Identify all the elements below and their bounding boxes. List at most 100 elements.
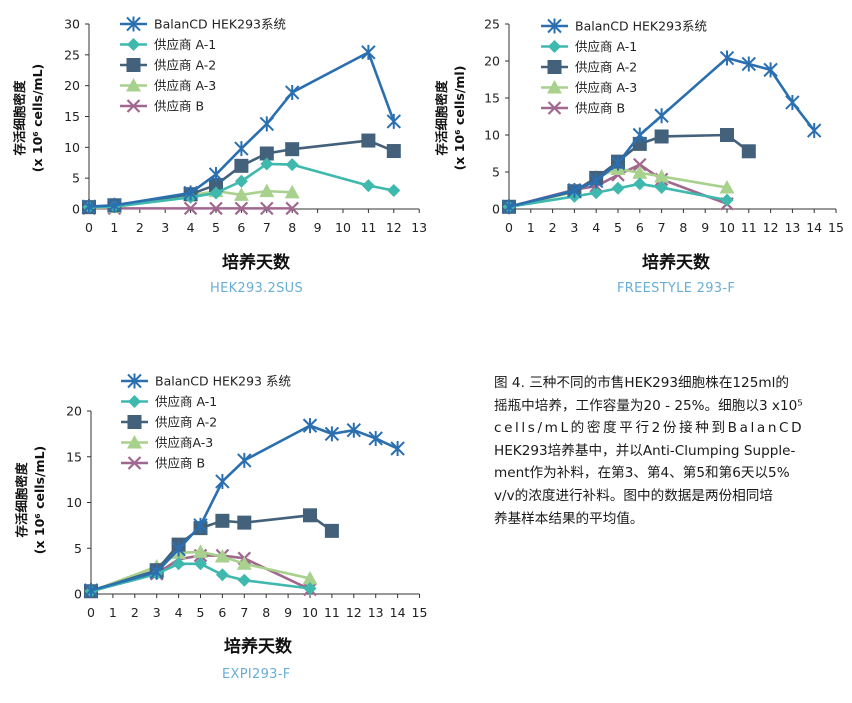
legend-label-a1: 供应商 A-1 (155, 394, 217, 409)
y-axis-label-line2: (x 10⁶ cells/mL) (30, 64, 45, 173)
data-point-balancd (193, 517, 208, 533)
y-tick-label: 0 (74, 587, 82, 602)
data-point-a1 (611, 181, 625, 195)
x-tick-label: 1 (110, 220, 118, 235)
x-tick-label: 8 (288, 220, 296, 235)
y-axis-label-line2: (x 10⁶ cells/ml) (452, 66, 467, 171)
data-point-a2 (741, 144, 756, 159)
data-point-a2 (303, 508, 317, 523)
data-point-a1 (285, 158, 299, 172)
legend-marker-a2 (547, 60, 562, 74)
y-axis-label-line1: 存活细胞密度 (12, 80, 27, 157)
data-point-a3 (193, 544, 208, 558)
x-tick-label: 8 (262, 605, 270, 620)
x-tick-label: 5 (212, 220, 220, 235)
x-tick-label: 7 (240, 605, 248, 620)
legend-label-a1: 供应商 A-1 (154, 37, 216, 52)
caption-line-1: 图 4. 三种不同的市售HEK293细胞株在125ml的 (494, 375, 789, 391)
data-point-a1 (589, 186, 603, 200)
y-tick-label: 25 (484, 17, 500, 32)
data-point-balancd (171, 541, 186, 557)
data-point-balancd (610, 155, 626, 171)
data-point-a1 (260, 157, 274, 171)
caption-line-3: cells/mL的密度平行2份接种到BalanCD (494, 420, 805, 437)
x-tick-label: 2 (136, 220, 144, 235)
data-point-a3 (632, 165, 648, 179)
x-tick-label: 6 (218, 605, 226, 620)
data-point-balancd (183, 185, 198, 201)
x-tick-label: 6 (237, 220, 245, 235)
y-axis-label-line2: (x 10⁶ cells/mL) (32, 446, 47, 555)
data-point-balancd (83, 582, 99, 598)
x-tick-label: 13 (411, 220, 427, 235)
legend-marker-a2 (126, 58, 141, 72)
data-point-balancd (763, 62, 778, 78)
x-tick-label: 10 (302, 605, 318, 620)
data-point-a1 (387, 184, 401, 197)
caption-line-4: HEK293培养基中，并以Anti-Clumping Supple- (494, 442, 796, 459)
data-point-balancd (501, 199, 517, 215)
y-tick-label: 15 (64, 109, 80, 124)
x-axis-label: 培养天数 (642, 252, 711, 273)
x-tick-label: 13 (368, 605, 384, 620)
x-tick-label: 6 (636, 220, 644, 235)
legend-marker-a1 (548, 40, 561, 53)
x-tick-label: 15 (412, 605, 428, 620)
x-tick-label: 1 (527, 220, 535, 235)
legend-marker-a3 (547, 80, 562, 94)
legend-label-balancd: BalanCD HEK293系统 (575, 19, 707, 34)
data-point-balancd (567, 183, 582, 198)
data-point-a2 (259, 146, 274, 161)
data-point-a1 (303, 582, 317, 596)
data-point-a1 (234, 174, 248, 188)
data-point-a1 (720, 193, 734, 207)
data-point-a1 (215, 568, 229, 582)
x-axis-label: 培养天数 (224, 636, 293, 657)
legend-marker-a1 (127, 38, 140, 51)
data-point-a3 (654, 168, 670, 183)
caption-line-5: ment作为补料，在第3、第4、第5和第6天以5% (494, 465, 790, 482)
legend-label-b: 供应商 B (155, 456, 205, 471)
data-point-balancd (741, 56, 757, 72)
x-tick-label: 12 (386, 220, 402, 235)
data-point-a1 (194, 557, 207, 571)
data-point-a3 (302, 570, 318, 585)
y-tick-label: 10 (64, 140, 80, 155)
data-point-balancd (259, 116, 275, 132)
x-tick-label: 4 (187, 220, 195, 235)
legend-label-balancd: BalanCD HEK293 系统 (155, 374, 291, 389)
data-point-b (234, 201, 249, 216)
data-point-balancd (785, 94, 800, 110)
y-axis-label-line1: 存活细胞密度 (14, 462, 29, 539)
data-point-b (260, 201, 274, 216)
x-tick-label: 0 (87, 605, 95, 620)
x-tick-label: 12 (346, 605, 362, 620)
x-tick-label: 0 (505, 220, 513, 235)
legend-marker-b (547, 101, 562, 115)
data-point-balancd (346, 422, 362, 438)
y-tick-label: 5 (74, 541, 82, 556)
x-tick-label: 4 (175, 605, 183, 620)
data-point-a1 (172, 557, 186, 571)
x-tick-label: 9 (284, 605, 292, 620)
chart1-subtitle: HEK293.2SUS (210, 281, 304, 296)
y-tick-label: 5 (492, 165, 500, 180)
data-point-balancd (632, 127, 648, 143)
data-point-balancd (386, 113, 402, 129)
data-point-balancd (361, 44, 376, 60)
data-point-balancd (234, 141, 249, 157)
x-axis-label: 培养天数 (222, 252, 291, 273)
legend-marker-b (127, 456, 142, 470)
data-point-a1 (361, 179, 375, 193)
y-tick-label: 15 (66, 449, 82, 464)
legend-marker-b (126, 99, 141, 113)
y-tick-label: 25 (64, 47, 80, 62)
data-point-a3 (233, 187, 249, 201)
y-tick-label: 10 (484, 128, 500, 143)
data-point-balancd (81, 199, 97, 215)
data-point-a2 (720, 128, 734, 142)
legend-label-a3: 供应商 A-3 (575, 80, 637, 95)
